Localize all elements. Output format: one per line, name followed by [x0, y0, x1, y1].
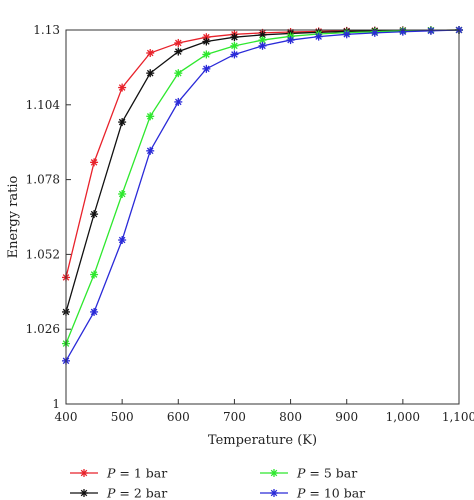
- data-point: [118, 189, 127, 198]
- data-point: [230, 50, 239, 59]
- data-point: [314, 32, 323, 41]
- legend-item-3: P = 5 bar: [260, 466, 357, 481]
- series-line-3: [65, 29, 460, 344]
- data-point: [90, 158, 99, 167]
- data-point: [174, 97, 183, 106]
- data-point: [174, 69, 183, 78]
- data-point: [202, 50, 211, 59]
- legend-marker: [270, 489, 278, 497]
- y-tick-label: 1: [52, 397, 60, 411]
- y-tick-label: 1.13: [33, 23, 60, 37]
- data-point: [230, 33, 239, 42]
- series-line-2: [65, 29, 460, 313]
- y-tick-label: 1.026: [26, 322, 60, 336]
- series-line-4: [65, 29, 460, 362]
- x-tick-label: 1,000: [386, 410, 420, 424]
- y-axis-title: Energy ratio: [6, 175, 21, 258]
- x-axis-title: Temperature (K): [208, 433, 317, 448]
- y-tick-label: 1.052: [26, 247, 60, 261]
- x-tick-label: 600: [167, 410, 190, 424]
- data-point: [90, 270, 99, 279]
- legend-label: P = 2 bar: [106, 486, 167, 500]
- data-point: [90, 307, 99, 316]
- legend-item-1: P = 1 bar: [70, 466, 167, 481]
- data-point: [118, 83, 127, 92]
- legend-item-2: P = 2 bar: [70, 486, 167, 500]
- data-point: [398, 27, 407, 36]
- data-point: [146, 112, 155, 121]
- x-tick-label: 800: [279, 410, 302, 424]
- legend-label: P = 1 bar: [106, 466, 167, 481]
- plot-frame: [65, 29, 460, 405]
- data-point: [202, 64, 211, 73]
- data-point: [202, 37, 211, 46]
- x-tick-label: 400: [55, 410, 78, 424]
- axes: 400 500 600 700 800 900 1,000 1,100 1 1.026 1.052 1…: [26, 23, 474, 424]
- data-point: [258, 36, 267, 45]
- legend-label: P = 5 bar: [296, 466, 357, 481]
- data-point: [118, 236, 127, 245]
- legend-marker: [80, 489, 88, 497]
- y-tick-label: 1.078: [26, 173, 60, 187]
- legend: P = 1 bar P = 5 bar P = 2 bar P = 10 bar: [70, 466, 365, 500]
- legend-marker: [270, 469, 278, 477]
- data-point: [90, 210, 99, 219]
- x-tick-label: 700: [223, 410, 246, 424]
- legend-label: P = 10 bar: [296, 486, 365, 500]
- data-point: [146, 69, 155, 78]
- data-point: [258, 41, 267, 50]
- data-point: [146, 146, 155, 155]
- data-point: [118, 118, 127, 127]
- x-tick-label: 500: [111, 410, 134, 424]
- data-point: [286, 36, 295, 45]
- data-point: [426, 26, 435, 35]
- data-point: [342, 30, 351, 39]
- x-tick-label: 900: [335, 410, 358, 424]
- y-tick-label: 1.104: [26, 98, 61, 112]
- plot-marks: [62, 26, 463, 365]
- legend-item-4: P = 10 bar: [260, 486, 365, 500]
- data-point: [174, 38, 183, 47]
- data-point: [230, 41, 239, 50]
- x-tick-label: 1,100: [442, 410, 474, 424]
- data-point: [174, 47, 183, 56]
- data-point: [146, 49, 155, 58]
- legend-marker: [80, 469, 88, 477]
